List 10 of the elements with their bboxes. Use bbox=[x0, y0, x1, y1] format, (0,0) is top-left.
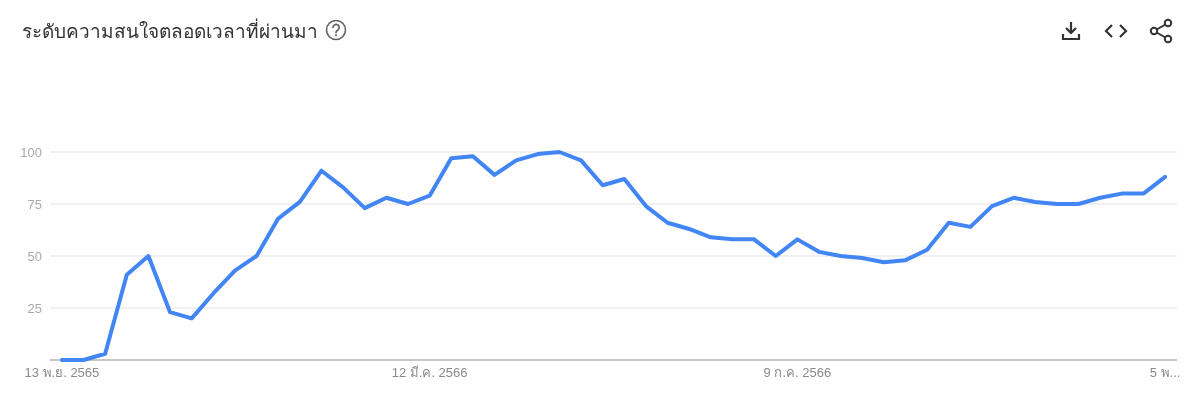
line-series bbox=[59, 150, 1168, 362]
y-tick-label: 100 bbox=[20, 144, 42, 160]
x-tick-label: 12 มี.ค. 2566 bbox=[391, 365, 468, 380]
chart-title: ระดับความสนใจตลอดเวลาที่ผ่านมา bbox=[22, 18, 318, 42]
x-tick-label: 13 พ.ย. 2565 bbox=[24, 365, 100, 380]
y-tick-label: 50 bbox=[27, 248, 42, 264]
y-tick-label: 25 bbox=[27, 300, 42, 316]
x-tick-label: 5 พ... bbox=[1149, 365, 1181, 380]
y-tick-label: 75 bbox=[27, 196, 42, 212]
x-tick-label: 9 ก.ค. 2566 bbox=[763, 365, 832, 380]
